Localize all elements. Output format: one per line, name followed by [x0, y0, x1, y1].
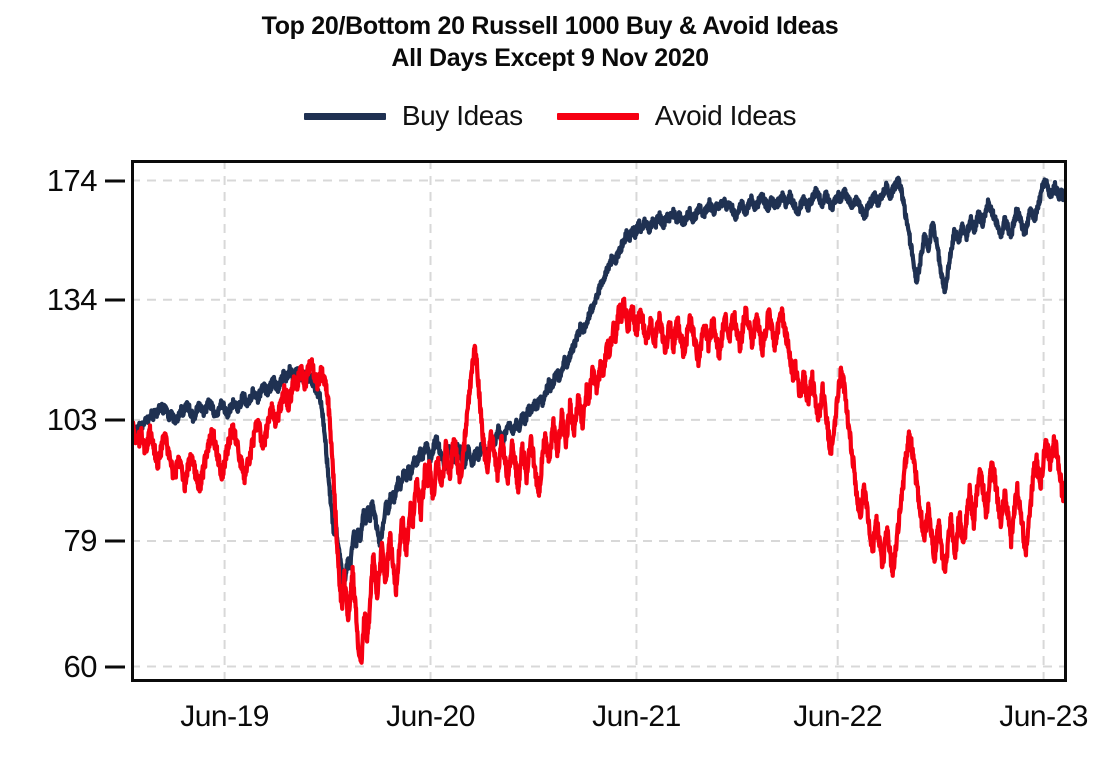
legend-item-avoid-ideas: Avoid Ideas — [556, 100, 797, 132]
y-tick-label: 60 — [63, 648, 98, 684]
x-tick-label: Jun-19 — [180, 700, 269, 733]
legend-swatch-buy-ideas — [303, 112, 386, 120]
x-tick-label: Jun-23 — [999, 700, 1088, 733]
gridlines — [131, 160, 1067, 682]
y-tick-label: 134 — [46, 281, 98, 317]
legend-swatch-avoid-ideas — [556, 112, 639, 120]
y-tick-mark — [105, 418, 125, 422]
y-tick-mark — [105, 665, 125, 669]
plot-frame — [131, 160, 1067, 682]
y-tick-label: 103 — [46, 401, 98, 437]
chart-title: Top 20/Bottom 20 Russell 1000 Buy & Avoi… — [0, 10, 1100, 74]
y-tick-mark — [105, 179, 125, 183]
y-tick-label: 174 — [46, 162, 98, 198]
series-lines — [131, 175, 1067, 665]
x-axis: Jun-19 Jun-20 Jun-21 Jun-22 Jun-23 — [131, 700, 1088, 750]
y-tick-mark — [105, 539, 125, 543]
plot-svg — [131, 160, 1067, 682]
chart-title-line-2: All Days Except 9 Nov 2020 — [391, 44, 709, 72]
plot-area — [131, 160, 1067, 682]
x-tick-label: Jun-20 — [386, 700, 475, 733]
chart-title-line-1: Top 20/Bottom 20 Russell 1000 Buy & Avoi… — [261, 12, 839, 40]
legend-label-buy-ideas: Buy Ideas — [401, 100, 523, 131]
x-tick-label: Jun-21 — [592, 700, 681, 733]
legend-label-avoid-ideas: Avoid Ideas — [654, 100, 797, 131]
x-tick-label: Jun-22 — [793, 700, 883, 733]
chart-legend: Buy Ideas Avoid Ideas — [0, 100, 1100, 132]
y-axis: 174 134 103 79 60 — [0, 160, 125, 684]
series-line-avoid-ideas — [131, 296, 1067, 665]
series-line-buy-ideas — [131, 175, 1067, 593]
y-tick-label: 79 — [63, 522, 98, 558]
y-tick-mark — [105, 298, 125, 302]
legend-item-buy-ideas: Buy Ideas — [303, 100, 523, 132]
